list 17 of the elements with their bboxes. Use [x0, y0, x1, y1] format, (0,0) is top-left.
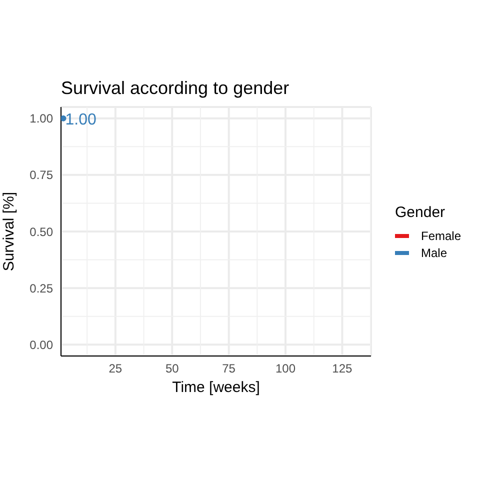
annotation: 1.00 — [65, 111, 97, 128]
chart-title: Survival according to gender — [61, 78, 290, 99]
y-axis-title: Survival [%] — [0, 192, 18, 272]
y-tick-label: 1.00 — [30, 112, 54, 126]
y-tick-label: 0.00 — [30, 338, 54, 352]
x-tick-label: 125 — [332, 362, 353, 376]
x-tick-label: 50 — [165, 362, 180, 376]
x-tick-label: 25 — [108, 362, 122, 376]
x-axis-title: Time [weeks] — [172, 379, 260, 396]
y-tick-label: 0.75 — [30, 168, 54, 182]
y-tick-label: 0.25 — [30, 281, 54, 296]
legend-label: Male — [421, 246, 448, 260]
legend-title: Gender — [395, 204, 446, 221]
x-tick-label: 100 — [275, 362, 296, 376]
y-tick-label: 0.50 — [30, 224, 54, 239]
x-tick-label: 75 — [222, 362, 236, 376]
legend-label: Female — [421, 228, 462, 242]
